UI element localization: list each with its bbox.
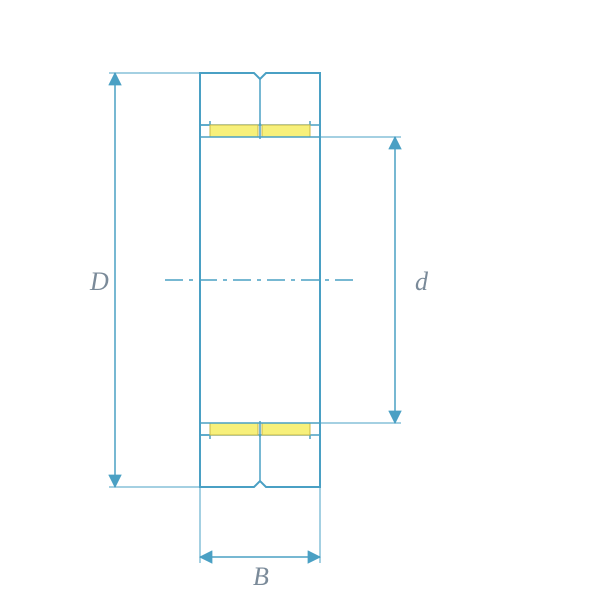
dimension-label-B: B xyxy=(253,562,269,591)
dimension-label-d: d xyxy=(415,267,429,296)
dimension-label-D: D xyxy=(89,267,109,296)
bearing-cross-section-diagram: Dd B xyxy=(0,0,600,600)
